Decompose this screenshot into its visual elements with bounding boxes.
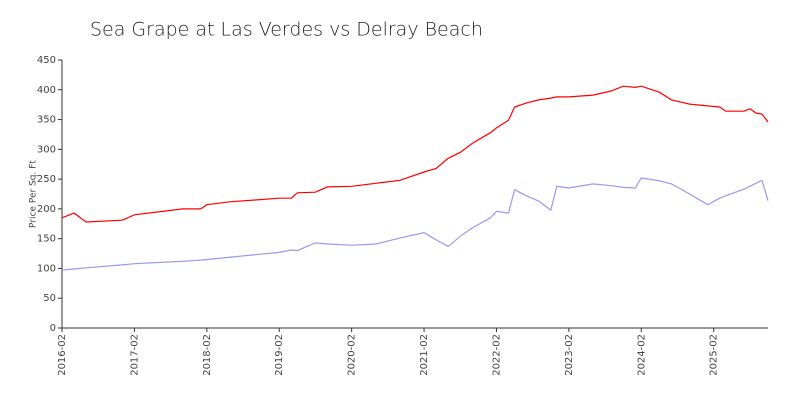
x-tick-label: 2021-02 [419, 334, 430, 376]
data-line [61, 85, 769, 223]
x-tick-label: 2024-02 [636, 334, 647, 376]
y-axis-label: Price Per Sq. Ft [29, 160, 39, 228]
y-tick-label: 200 [37, 204, 56, 215]
y-tick-label: 0 [50, 323, 56, 334]
x-tick-label: 2016-02 [57, 334, 68, 376]
x-tick-label: 2018-02 [202, 334, 213, 376]
y-tick-label: 150 [37, 234, 56, 245]
x-tick-label: 2020-02 [347, 334, 358, 376]
x-tick-label: 2023-02 [564, 334, 575, 376]
y-tick-label: 300 [37, 144, 56, 155]
x-tick-label: 2025-02 [709, 334, 720, 376]
y-tick-label: 100 [37, 263, 56, 274]
data-line [61, 177, 769, 271]
y-tick-label: 450 [37, 55, 56, 66]
x-tick-label: 2019-02 [274, 334, 285, 376]
y-tick-label: 350 [37, 115, 56, 126]
y-tick-label: 50 [43, 293, 56, 304]
y-tick-label: 250 [37, 174, 56, 185]
x-tick-label: 2017-02 [129, 334, 140, 376]
x-tick-label: 2022-02 [491, 334, 502, 376]
y-tick-label: 400 [37, 85, 56, 96]
chart-title: Sea Grape at Las Verdes vs Delray Beach [90, 19, 483, 41]
